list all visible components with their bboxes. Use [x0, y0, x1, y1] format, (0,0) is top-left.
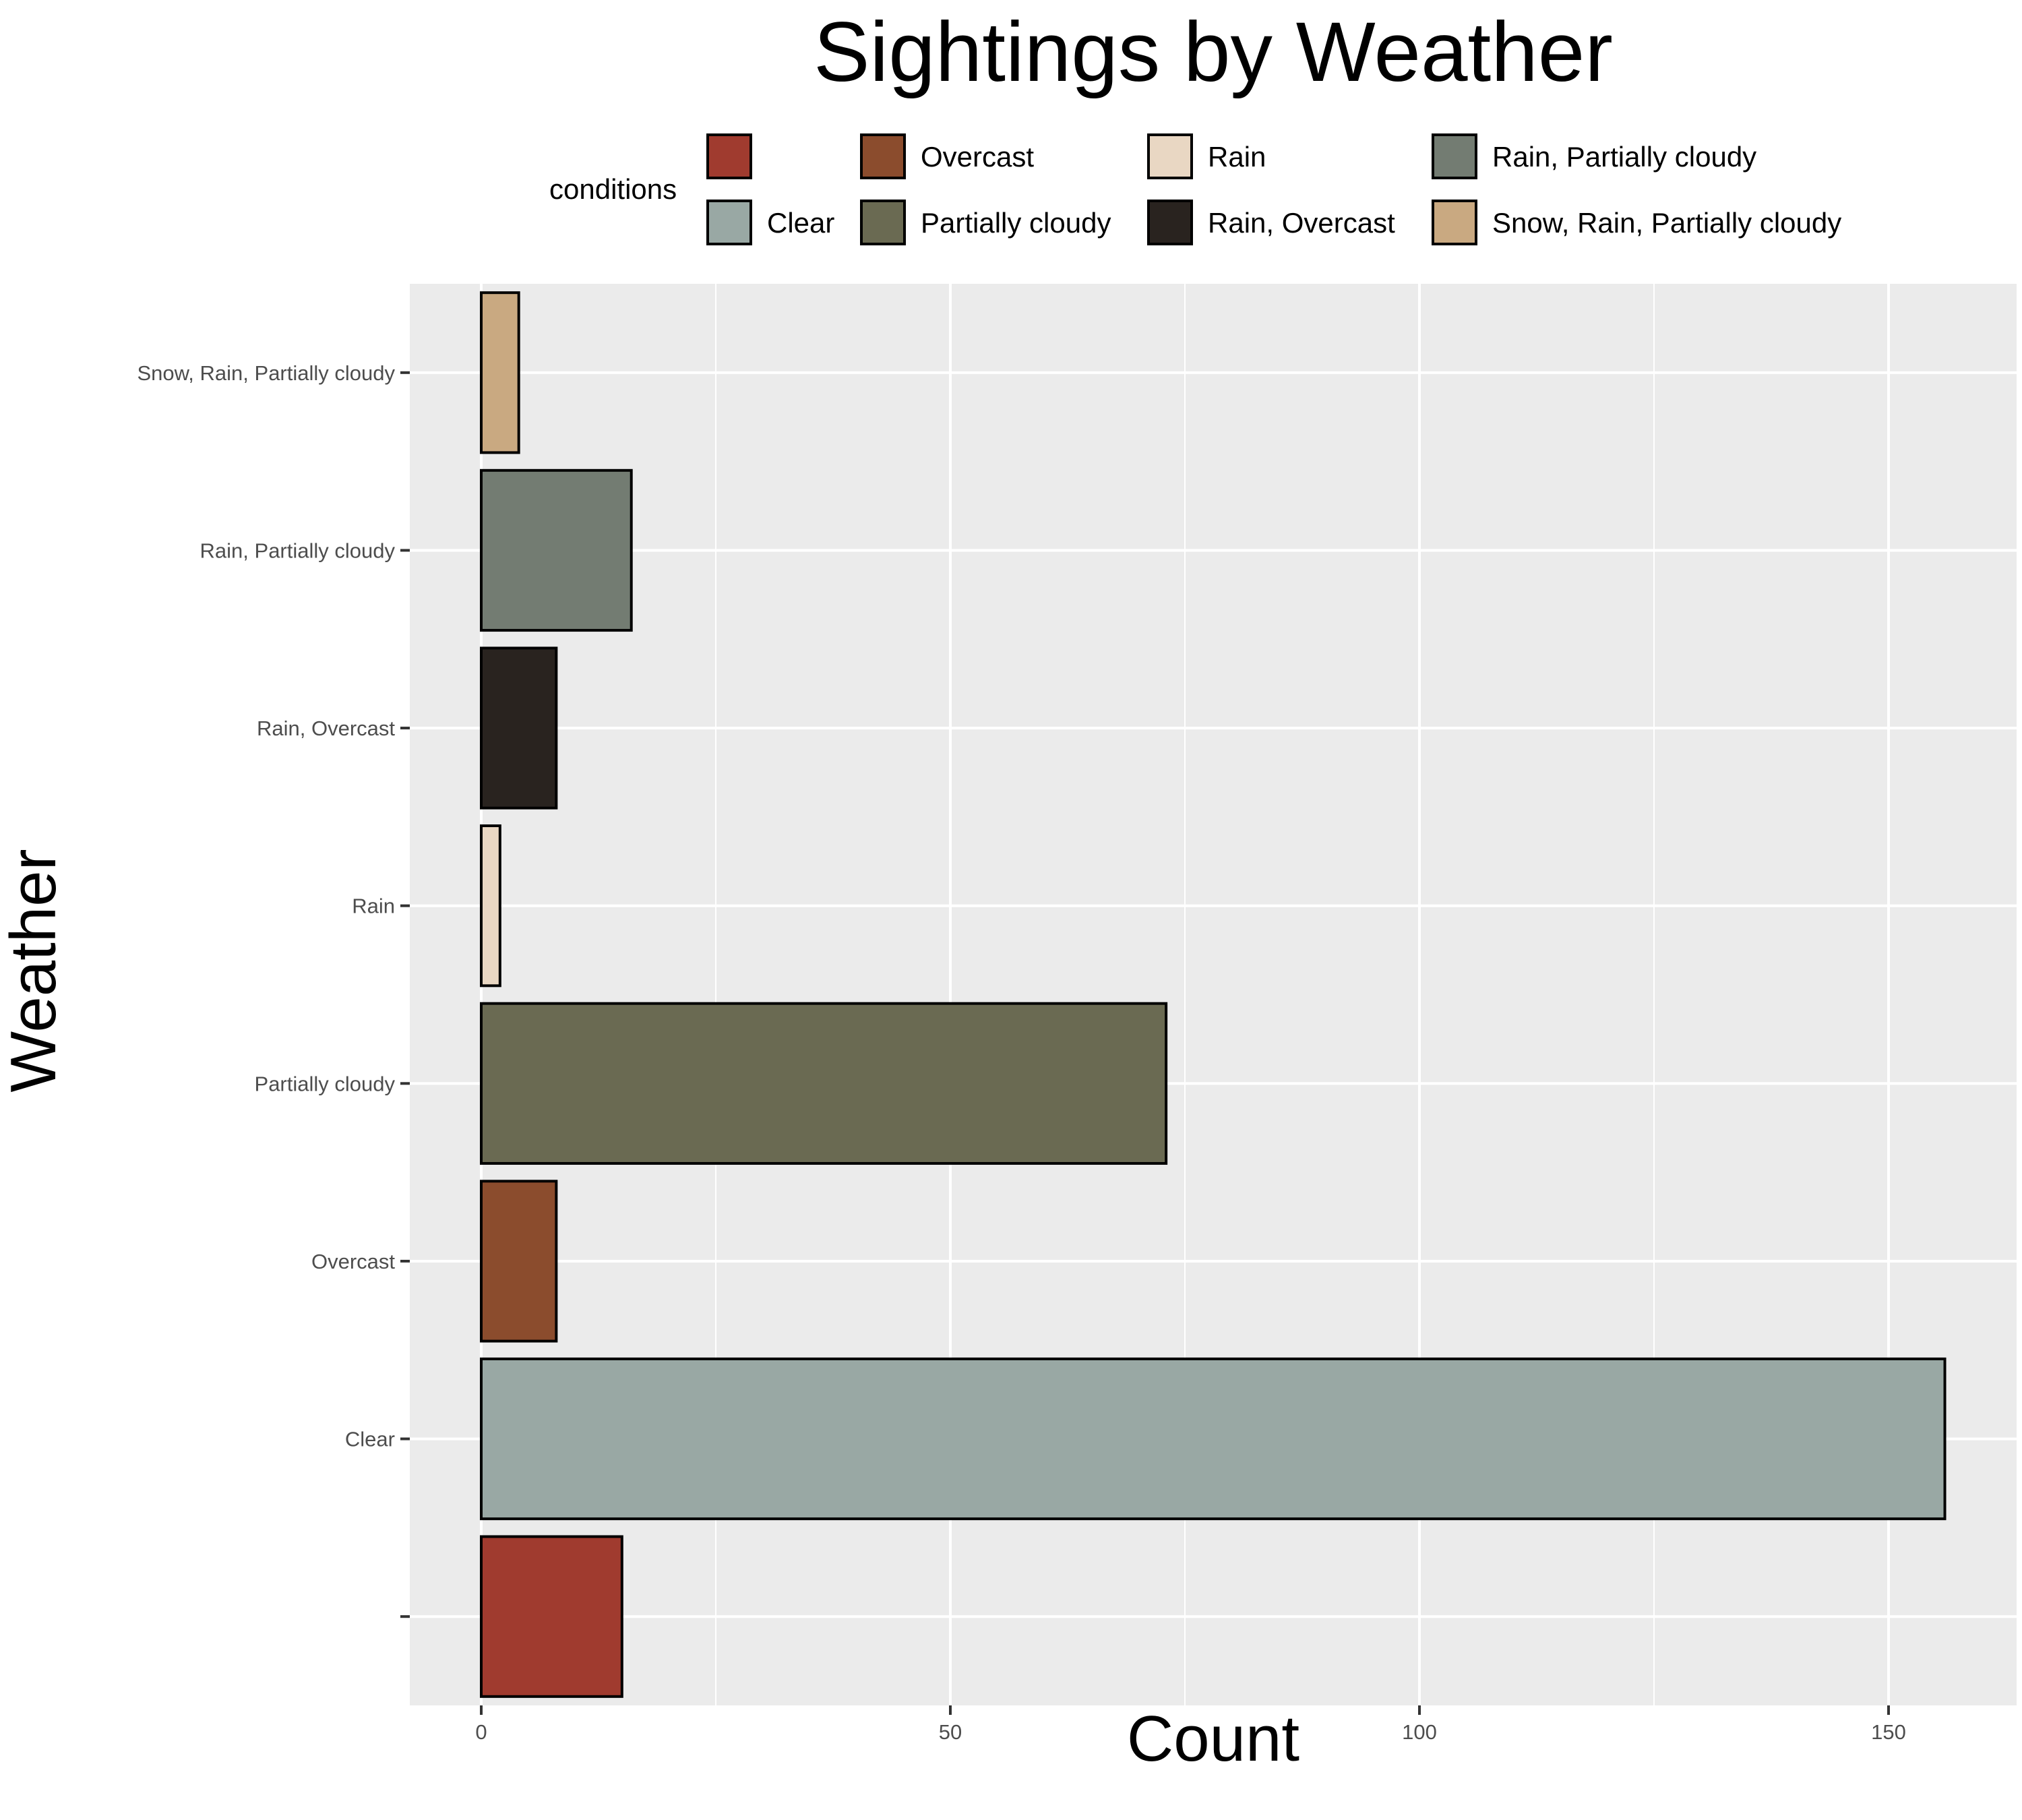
legend-label: Rain, Partially cloudy [1492, 141, 1756, 173]
y-tick-label: Rain, Overcast [257, 717, 395, 740]
y-tick-label: Overcast [311, 1250, 395, 1273]
y-tick-label: Rain, Partially cloudy [200, 539, 396, 562]
y-tick-label: Clear [345, 1428, 395, 1451]
legend-swatch [860, 200, 906, 245]
legend-swatch [1147, 133, 1193, 179]
chart-title: Sightings by Weather [814, 5, 1613, 99]
bars [480, 291, 1947, 1698]
bar [480, 468, 633, 632]
legend-swatch [1432, 200, 1477, 245]
x-tick-label: 0 [475, 1720, 487, 1744]
y-axis-title: Weather [0, 849, 69, 1092]
y-tick-label: Snow, Rain, Partially cloudy [137, 361, 395, 385]
x-axis: 0 50 100 150 [475, 1705, 1906, 1744]
legend-title: conditions [549, 173, 677, 205]
bar [480, 1180, 558, 1343]
legend-swatch [1432, 133, 1477, 179]
y-tick-label: Partially cloudy [255, 1072, 396, 1095]
x-tick-label: 100 [1402, 1720, 1437, 1744]
legend-label: Snow, Rain, Partially cloudy [1492, 207, 1841, 239]
bar [480, 646, 558, 810]
x-axis-title: Count [1127, 1703, 1299, 1775]
legend-swatch [706, 200, 752, 245]
legend-label: Rain [1208, 141, 1266, 173]
legend-label: Partially cloudy [921, 207, 1111, 239]
legend-swatch [706, 133, 752, 179]
legend: Clear Overcast Partially cloudy Rain Rain, O… [706, 133, 1841, 245]
y-tick-label: Rain [352, 894, 395, 918]
legend-swatch [1147, 200, 1193, 245]
bar [480, 1002, 1168, 1165]
bar [480, 824, 501, 988]
legend-swatch [860, 133, 906, 179]
bar [480, 1535, 623, 1698]
x-tick-label: 150 [1871, 1720, 1906, 1744]
legend-label: Clear [767, 207, 834, 239]
bar [480, 291, 520, 454]
legend-label: Rain, Overcast [1208, 207, 1395, 239]
y-axis: Clear Overcast Partially cloudy Rain Rain, O… [137, 361, 410, 1618]
bar [480, 1357, 1947, 1521]
x-tick-label: 50 [939, 1720, 962, 1744]
legend-label: Overcast [921, 141, 1034, 173]
